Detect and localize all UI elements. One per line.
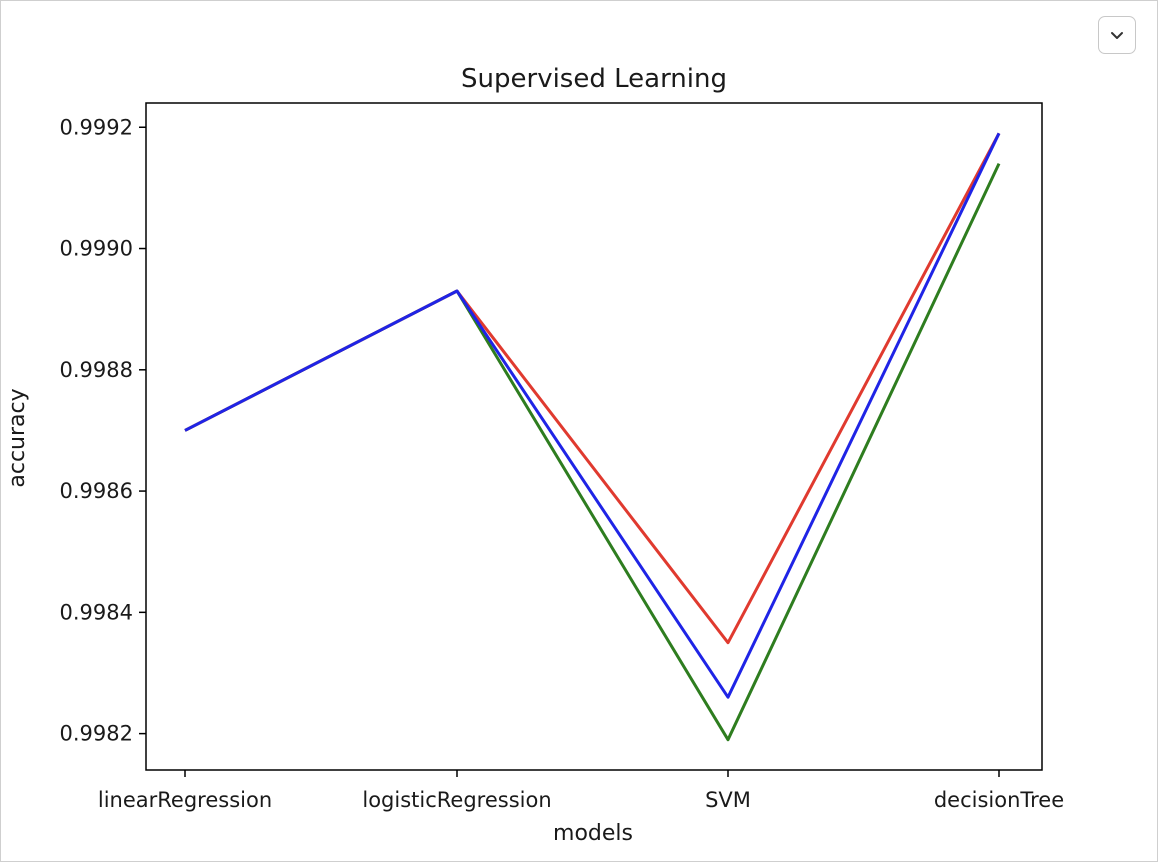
x-tick-label: logisticRegression: [362, 788, 551, 812]
series-line-2: [184, 132, 1001, 699]
y-tick-label: 0.9988: [60, 358, 133, 382]
plot-area: 0.9982 0.9984 0.9986 0.9988 0.9990 0.9992 line…: [60, 102, 1064, 812]
x-tick-label: SVM: [705, 788, 751, 812]
x-tick-label: decisionTree: [934, 788, 1064, 812]
series-line-0: [184, 162, 1001, 742]
y-tick-label: 0.9986: [60, 479, 133, 503]
y-tick-label: 0.9990: [60, 237, 133, 261]
y-tick-label: 0.9984: [60, 600, 133, 624]
chevron-down-icon: [1111, 32, 1123, 39]
y-tick-label: 0.9992: [60, 115, 133, 139]
y-axis-label: accuracy: [5, 388, 30, 487]
x-tick-label: linearRegression: [98, 788, 272, 812]
plot-frame: [145, 102, 1043, 771]
collapse-output-button[interactable]: [1098, 16, 1136, 54]
x-axis-label: models: [553, 821, 633, 846]
chart-title: Supervised Learning: [461, 64, 727, 94]
y-tick-label: 0.9982: [60, 722, 133, 746]
